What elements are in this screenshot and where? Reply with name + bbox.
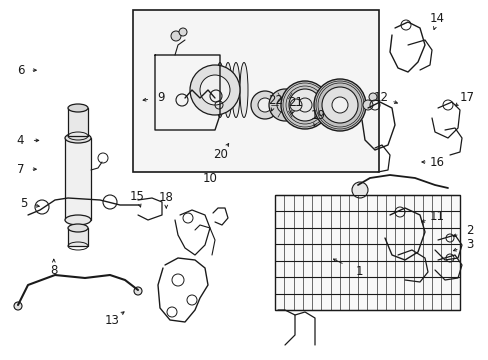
Circle shape [200,75,229,105]
Text: 17: 17 [459,91,473,104]
Circle shape [313,79,365,131]
Circle shape [134,287,142,295]
Ellipse shape [68,224,88,232]
Circle shape [331,97,347,113]
Text: 15: 15 [129,190,144,203]
Text: 21: 21 [288,96,303,109]
Circle shape [250,91,279,119]
Text: 1: 1 [355,265,363,278]
Circle shape [321,87,357,123]
Text: 16: 16 [429,156,444,168]
Text: 6: 6 [17,64,24,77]
Ellipse shape [240,63,247,117]
Circle shape [362,100,372,110]
Ellipse shape [68,104,88,112]
Text: 20: 20 [213,148,228,161]
Circle shape [268,89,301,121]
Text: 11: 11 [429,210,444,222]
Text: 10: 10 [203,172,217,185]
Circle shape [171,31,181,41]
Circle shape [281,81,328,129]
Circle shape [368,93,376,101]
Circle shape [179,28,186,36]
Text: 3: 3 [465,238,472,251]
Ellipse shape [65,133,91,143]
Bar [65,138,91,220]
Text: 13: 13 [105,314,120,327]
Text: 7: 7 [17,163,24,176]
Circle shape [351,182,367,198]
Text: 12: 12 [373,91,388,104]
Text: 8: 8 [50,264,58,276]
Circle shape [289,99,302,111]
Circle shape [288,89,320,121]
Circle shape [190,65,240,115]
Text: 22: 22 [267,94,282,107]
Text: 14: 14 [429,12,444,25]
Text: 4: 4 [17,134,24,147]
Circle shape [14,302,22,310]
Ellipse shape [216,63,224,117]
Bar [68,108,88,136]
Bar [274,195,459,310]
Ellipse shape [224,63,231,117]
Ellipse shape [231,63,240,117]
Text: 9: 9 [157,91,165,104]
Circle shape [258,98,271,112]
Text: 18: 18 [159,191,173,204]
Bar [133,10,378,172]
Ellipse shape [65,215,91,225]
Text: 2: 2 [465,224,472,237]
Text: 19: 19 [310,109,325,122]
Bar [68,228,88,246]
Text: 5: 5 [20,197,27,210]
